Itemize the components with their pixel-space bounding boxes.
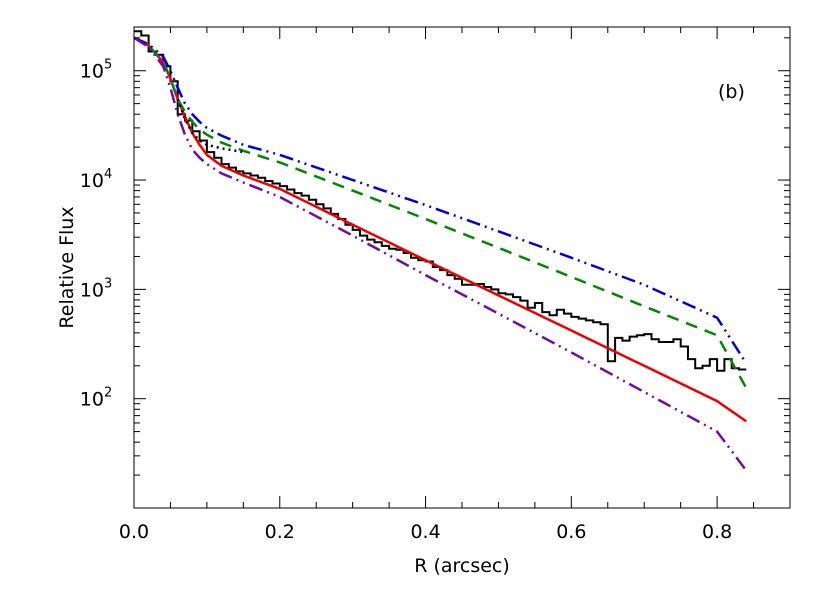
y-tick-label: 103: [80, 276, 112, 301]
series-line-4: [134, 36, 748, 365]
y-axis-title: Relative Flux: [56, 206, 78, 328]
series-line-3: [134, 36, 748, 389]
x-tick-label: 0.4: [410, 521, 440, 543]
x-tick-label: 0.0: [119, 521, 149, 543]
x-tick-label: 0.8: [702, 521, 732, 543]
y-tick-label: 104: [80, 167, 112, 192]
series-line-2: [134, 36, 748, 423]
y-tick-label: 105: [80, 58, 112, 83]
x-axis-title: R (arcsec): [414, 555, 510, 577]
axis-layer: 0.0 0.2 0.4 0.6 0.8 102 103 104 105: [80, 27, 791, 543]
x-tick-label: 0.2: [265, 521, 295, 543]
series-line-5: [134, 36, 748, 472]
series-layer: [134, 30, 748, 472]
x-tick-label: 0.6: [556, 521, 586, 543]
series-line-1: [134, 30, 747, 372]
panel-label: (b): [718, 81, 745, 103]
y-tick-label: 102: [80, 386, 112, 411]
